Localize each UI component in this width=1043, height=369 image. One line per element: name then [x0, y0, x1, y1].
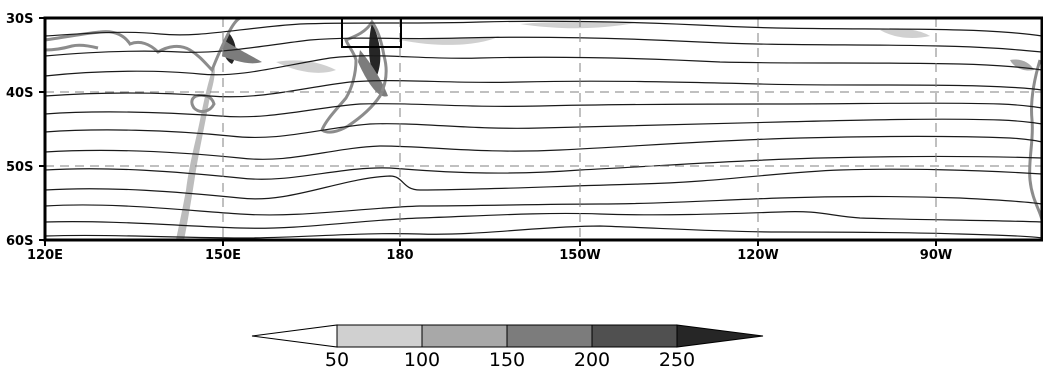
colorbar-segment-5 — [676, 324, 764, 348]
contours — [44, 20, 1043, 239]
coast-australia-south — [44, 16, 241, 73]
coast-australia-bight — [44, 43, 99, 52]
lat-label-30S: 30S — [6, 12, 33, 27]
lon-label-180: 180 — [386, 248, 413, 263]
colorbar: 50 100 150 200 250 — [251, 324, 764, 369]
colorbar-segment-0 — [251, 324, 338, 348]
contour-3 — [44, 55, 1043, 77]
contour-9 — [44, 168, 1043, 200]
colorbar-segment-1 — [336, 324, 423, 348]
contour-7 — [44, 135, 1043, 160]
tick-marks — [39, 17, 937, 246]
colorbar-tick-250: 250 — [659, 349, 695, 369]
shade-patch-1 — [276, 60, 336, 73]
lat-label-50S: 50S — [6, 160, 33, 175]
colorbar-segment-3 — [506, 324, 593, 348]
colorbar-segment-4 — [591, 324, 678, 348]
colorbar-tick-150: 150 — [489, 349, 525, 369]
shade-new-zealand-south — [358, 50, 388, 97]
map-panel — [45, 18, 1042, 240]
shade-patch-4 — [880, 28, 930, 38]
contour-2 — [44, 36, 1043, 57]
lon-label-90W: 90W — [920, 248, 952, 263]
lon-label-150E: 150E — [205, 248, 241, 263]
shade-new-zealand-north — [369, 22, 381, 78]
contour-11 — [44, 211, 1043, 229]
lon-label-120W: 120W — [737, 248, 778, 263]
gridlines — [45, 18, 1042, 240]
colorbar-tick-100: 100 — [404, 349, 440, 369]
map-frame — [43, 16, 1043, 242]
lon-label-150W: 150W — [559, 248, 600, 263]
contour-12 — [44, 225, 1043, 239]
colorbar-tick-50: 50 — [325, 349, 349, 369]
shade-east-australia — [222, 40, 262, 64]
colorbar-tick-200: 200 — [574, 349, 610, 369]
lat-label-40S: 40S — [6, 86, 33, 101]
contour-6 — [44, 118, 1043, 139]
colorbar-segment-2 — [421, 324, 508, 348]
contour-4 — [44, 80, 1043, 98]
shade-tasmania-strip — [176, 64, 215, 240]
contour-5 — [44, 102, 1043, 118]
contour-1 — [44, 20, 1043, 37]
lon-label-120E: 120E — [27, 248, 63, 263]
lat-label-60S: 60S — [6, 234, 33, 249]
contour-10 — [44, 195, 1043, 216]
